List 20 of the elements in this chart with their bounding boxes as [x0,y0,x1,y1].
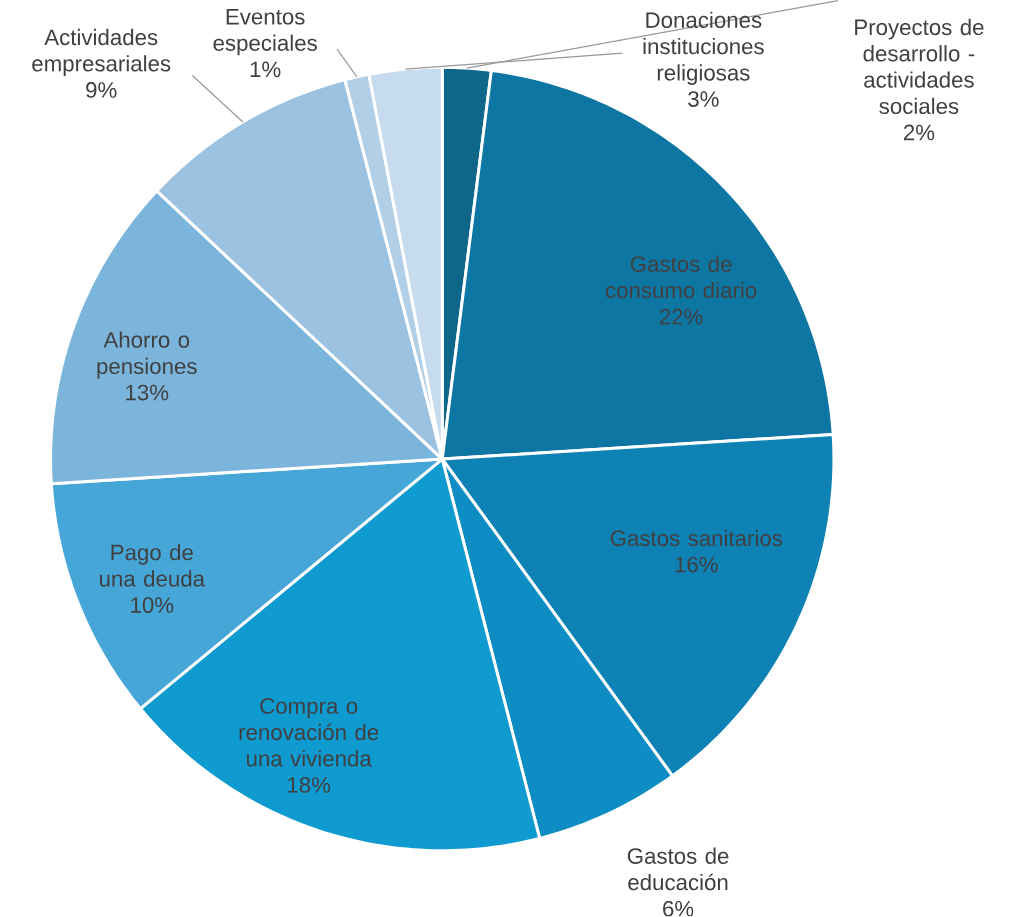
data-label: 13% [126,384,169,401]
slice-label: Donaciones instituciones religiosas [643,11,764,86]
slice-label: Ahorro o pensiones [97,331,197,379]
slice-label: Eventos especiales [213,9,317,56]
data-label: 6% [663,901,694,917]
slice-label: Actividades empresariales [32,29,171,77]
data-label: 16% [675,556,718,573]
slice-label: Proyectos de desarrollo - actividades sociales [855,19,984,115]
slice-label: Compra o renovación de una vivienda [239,698,379,767]
data-label: 22% [659,309,703,325]
data-label: 10% [131,597,174,614]
data-label: 18% [288,777,331,794]
slice-label: Pago de una deuda [100,544,206,587]
slice-label: Gastos de consumo diario [605,255,757,299]
data-label: 2% [903,124,935,141]
data-label: 9% [86,82,117,99]
slice-label: Gastos sanitarios [610,530,783,547]
slice-label: Gastos de educación [627,847,729,891]
data-label: 1% [250,61,281,78]
data-label: 3% [688,91,719,108]
